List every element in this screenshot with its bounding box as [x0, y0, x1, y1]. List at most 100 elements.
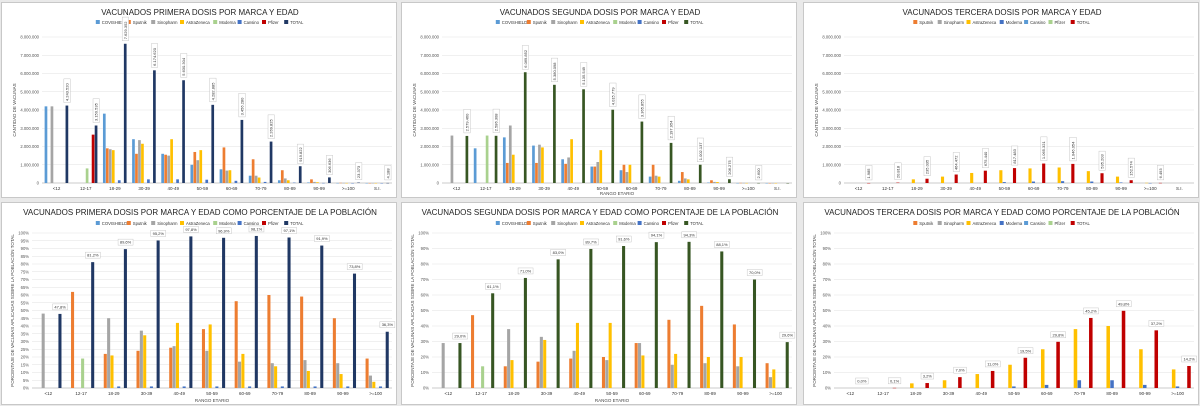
x-tick-label: 12-17	[882, 186, 894, 191]
data-label-box	[714, 241, 730, 248]
data-label: 306.636	[327, 158, 332, 173]
x-tick-label: 12-17	[877, 391, 889, 396]
bar	[111, 150, 115, 183]
x-tick-label: 18-29	[509, 186, 521, 191]
x-tick-label: 12-17	[475, 391, 487, 396]
x-tick-label: 30-39	[943, 391, 955, 396]
x-tick-label: S.I.	[774, 186, 781, 191]
bar	[1139, 349, 1143, 388]
legend-swatch	[237, 20, 242, 24]
bar	[117, 386, 121, 388]
y-tick-label: 6.000.000	[20, 71, 39, 76]
bar	[320, 245, 324, 388]
chart-third-dose-count: VACUNADOS TERCERA DOSIS POR MARCA Y EDAD…	[814, 8, 1194, 191]
data-label-box	[1069, 137, 1077, 162]
data-label: 14,2%	[1183, 356, 1195, 361]
legend-label: Cansino	[1030, 20, 1046, 25]
bar	[205, 179, 209, 183]
bar	[1142, 384, 1147, 388]
legend-swatch	[913, 20, 918, 24]
data-label-box	[681, 231, 697, 239]
data-label: 1.002.137	[698, 142, 703, 161]
chart-panel-second-dose-percent: VACUNADOS SEGUNDA DOSIS POR MARCA Y EDAD…	[401, 202, 797, 405]
bar	[1031, 181, 1035, 183]
y-tick-label: 1.000.000	[822, 162, 841, 167]
legend-label: TOTAL	[690, 221, 704, 226]
chart-title: VACUNADOS TERCERA DOSIS POR MARCA Y EDAD	[902, 8, 1101, 17]
bar	[208, 324, 212, 388]
data-label-box	[580, 62, 588, 87]
bar	[143, 335, 147, 388]
data-label-box	[1011, 145, 1019, 166]
data-label: 95,2%	[153, 231, 165, 236]
y-tick-label: 70%	[421, 277, 430, 282]
legend-swatch	[495, 221, 500, 225]
bar	[491, 293, 495, 388]
x-tick-label: <12	[855, 186, 863, 191]
bar	[619, 170, 623, 183]
bar	[1023, 357, 1028, 388]
y-tick-label: 20%	[21, 355, 30, 360]
x-tick-label: 40-49	[574, 391, 586, 396]
bar	[280, 386, 284, 388]
legend-swatch	[662, 221, 666, 225]
x-tick-label: 90-99	[337, 391, 349, 396]
chart-title: VACUNADOS SEGUNDA DOSIS POR MARCA Y EDAD	[500, 8, 701, 17]
chart-panel-first-dose-count: VACUNADOS PRIMERA DOSIS POR MARCA Y EDAD…	[1, 2, 397, 198]
data-label-box	[550, 249, 566, 256]
bar	[720, 251, 724, 388]
data-label: 6.493	[1158, 168, 1163, 179]
bar	[736, 366, 740, 388]
bar	[686, 179, 690, 183]
bar	[277, 180, 281, 183]
legend-swatch	[1048, 20, 1053, 24]
x-tick-label: 70-79	[1057, 186, 1069, 191]
x-tick-label: 50-59	[597, 186, 609, 191]
data-label: 919.822	[298, 146, 303, 161]
legend-label: Moderna	[219, 221, 236, 226]
bar	[147, 179, 150, 183]
bar	[569, 358, 573, 388]
bar	[1100, 173, 1104, 183]
bar	[287, 237, 291, 388]
bar	[940, 176, 945, 183]
x-tick-label: 60-69	[639, 391, 651, 396]
data-label-box	[888, 377, 902, 385]
legend-swatch	[1070, 20, 1075, 24]
data-label: 464.472	[954, 155, 959, 170]
y-tick-label: 100%	[418, 231, 429, 236]
bar	[539, 336, 543, 388]
x-tick-label: 70-79	[672, 391, 684, 396]
bar	[570, 139, 573, 183]
bar	[768, 377, 772, 388]
bar	[1071, 163, 1075, 183]
data-label: 5.135.549	[581, 66, 586, 85]
bar	[170, 139, 173, 183]
x-tick-label: 60-69	[1028, 186, 1040, 191]
legend-swatch	[95, 221, 100, 225]
bar	[257, 177, 261, 183]
bar	[1056, 341, 1060, 388]
bar	[628, 164, 632, 183]
data-label: 2.197.954	[669, 120, 674, 139]
bar	[564, 163, 567, 183]
data-label: 47,8%	[54, 304, 66, 309]
legend-swatch	[180, 20, 184, 24]
x-tick-label: 50-59	[606, 391, 618, 396]
x-axis-label: RANGO ETARIO	[595, 398, 630, 403]
bar	[670, 364, 674, 388]
bar	[561, 159, 564, 183]
data-label: 29,0%	[454, 334, 466, 339]
data-label-box	[920, 372, 934, 380]
legend-label: COVISHIELD	[502, 221, 527, 226]
bar	[582, 89, 585, 183]
x-tick-label: 50-59	[999, 186, 1011, 191]
y-tick-label: 55%	[21, 300, 30, 305]
bar	[611, 109, 615, 183]
bar	[1121, 310, 1126, 388]
bar	[739, 357, 743, 388]
bar	[958, 377, 962, 388]
legend-label: Sinopharm	[557, 20, 578, 25]
bar	[332, 318, 336, 388]
bar	[1119, 182, 1123, 183]
